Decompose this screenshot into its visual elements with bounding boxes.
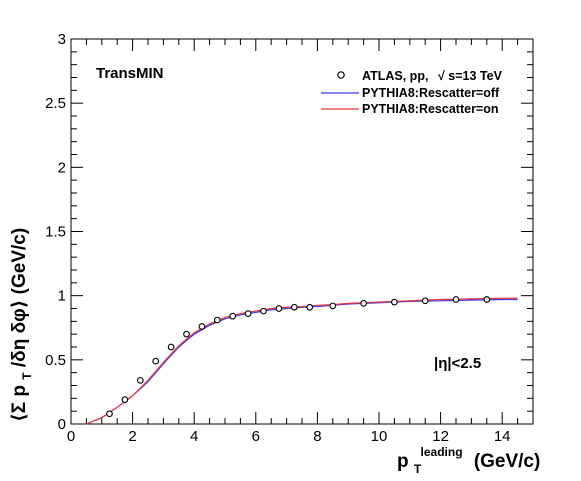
legend-label-rescatter-off: PYTHIA8:Rescatter=off <box>362 86 500 100</box>
series-line-2 <box>86 297 518 425</box>
data-point-atlas <box>152 357 160 365</box>
y-axis-title: ⟨Σ p T /δη δφ⟩ (GeV/c) <box>9 228 36 422</box>
plot-series <box>86 296 518 425</box>
x-axis-title-main: p <box>397 451 409 472</box>
axis-ticks <box>70 38 534 425</box>
legend-label-rescatter-on: PYTHIA8:Rescatter=on <box>362 102 499 116</box>
data-point-atlas <box>198 323 206 330</box>
data-point-atlas <box>391 298 398 306</box>
legend-label-atlas-energy: s=13 TeV <box>448 69 502 83</box>
data-point-atlas <box>244 310 252 317</box>
legend-label-atlas-sqrt: √ <box>438 69 445 83</box>
data-point-atlas <box>121 396 129 403</box>
y-axis-title-sub: T <box>20 372 34 380</box>
data-point-atlas <box>106 410 113 418</box>
data-point-atlas <box>260 307 267 315</box>
y-axis-title-suffix: /δη δφ⟩ (GeV/c) <box>9 228 30 367</box>
data-point-atlas <box>275 305 283 312</box>
data-point-atlas <box>183 330 190 338</box>
y-tick-label: 2 <box>58 159 66 176</box>
panel-label: TransMIN <box>96 65 164 82</box>
y-axis-title-prefix: ⟨Σ p <box>9 385 30 422</box>
eta-annotation: |η|<2.5 <box>434 355 481 372</box>
tick-labels: 0 2 4 6 8 10 12 14 0 0.5 1 1.5 2 2.5 3 <box>45 31 510 445</box>
x-tick-label: 4 <box>190 428 198 445</box>
y-tick-label: 1 <box>58 288 66 305</box>
data-point-atlas <box>329 302 337 310</box>
legend: ATLAS, pp, √ s=13 TeV PYTHIA8:Rescatter=… <box>321 69 503 116</box>
data-point-atlas <box>306 303 314 311</box>
y-tick-label: 1.5 <box>45 224 66 241</box>
legend-marker-atlas <box>337 71 345 79</box>
data-point-atlas <box>213 316 221 324</box>
data-point-atlas <box>360 300 367 307</box>
y-tick-label: 0.5 <box>45 352 66 369</box>
data-point-atlas <box>229 312 237 320</box>
data-point-atlas <box>421 297 429 305</box>
x-tick-label: 6 <box>252 428 260 445</box>
x-axis-title-unit: (GeV/c) <box>474 451 541 472</box>
data-point-atlas <box>290 303 298 311</box>
data-point-atlas <box>136 377 144 384</box>
x-tick-label: 14 <box>494 428 511 445</box>
x-tick-label: 10 <box>371 428 388 445</box>
y-tick-label: 0 <box>58 416 66 433</box>
y-tick-label: 3 <box>58 31 66 48</box>
data-point-atlas <box>167 343 175 351</box>
x-tick-label: 2 <box>128 428 136 445</box>
series-line-1 <box>86 298 518 425</box>
x-tick-label: 8 <box>313 428 321 445</box>
x-axis-title: p T leading (GeV/c) <box>397 440 540 478</box>
x-axis-title-sub: T <box>414 462 422 476</box>
x-tick-label: 12 <box>432 428 449 445</box>
legend-label-atlas-prefix: ATLAS, pp, <box>362 69 428 83</box>
legend-label-atlas: ATLAS, pp, √ s=13 TeV <box>362 69 503 83</box>
x-axis-title-sup: leading <box>421 445 463 459</box>
x-tick-label: 0 <box>67 428 75 445</box>
data-point-atlas <box>452 296 460 303</box>
y-tick-label: 2.5 <box>45 95 66 112</box>
data-point-atlas <box>483 296 491 303</box>
